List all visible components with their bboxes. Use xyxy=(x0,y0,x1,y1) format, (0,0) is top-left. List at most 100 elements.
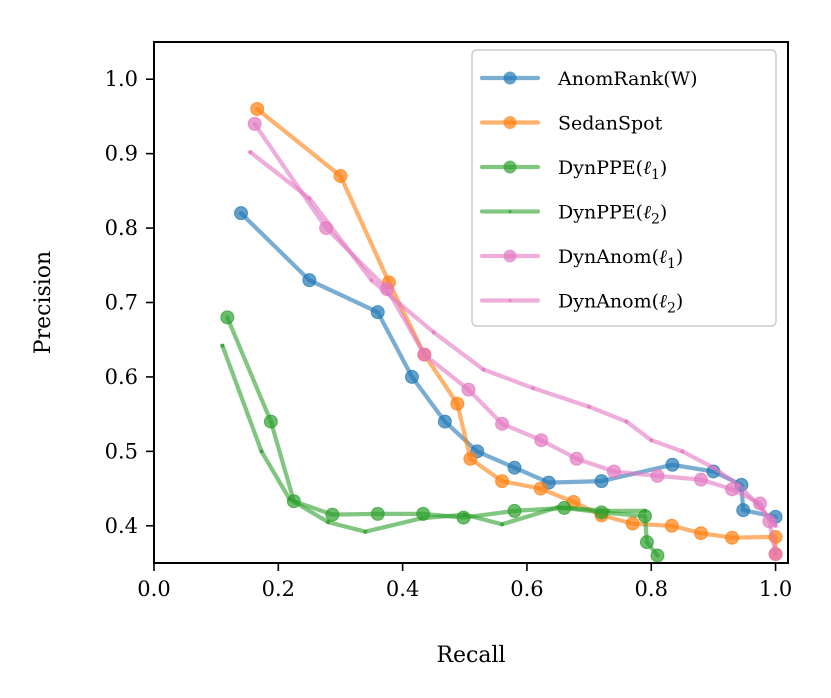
legend-label: DynPPE(ℓ1) xyxy=(558,157,667,183)
x-axis-title: Recall xyxy=(436,643,505,668)
data-point xyxy=(259,449,264,454)
x-tick-label: 0.4 xyxy=(386,577,419,601)
data-point xyxy=(370,305,385,320)
y-axis-ticks: 0.4 0.5 0.6 0.7 0.8 0.9 1.0 xyxy=(105,67,154,538)
y-tick-label: 0.7 xyxy=(105,291,138,315)
data-point xyxy=(650,548,665,563)
data-point xyxy=(664,518,679,533)
data-point xyxy=(606,464,621,479)
data-point xyxy=(263,414,278,429)
data-point xyxy=(533,481,548,496)
data-point xyxy=(431,330,436,335)
legend-label: DynAnom(ℓ2) xyxy=(558,291,683,317)
data-point xyxy=(419,516,424,521)
data-point xyxy=(495,474,510,489)
data-point xyxy=(534,433,549,448)
legend-item: DynAnom(ℓ1) xyxy=(479,246,683,272)
y-tick-label: 0.5 xyxy=(105,439,138,463)
legend-label: DynPPE(ℓ2) xyxy=(558,202,667,228)
legend-label: DynAnom(ℓ1) xyxy=(558,246,683,272)
data-point xyxy=(693,526,708,541)
series-layer xyxy=(220,101,783,563)
data-point xyxy=(333,168,348,183)
data-point xyxy=(234,206,249,221)
x-axis-ticks: 0.0 0.2 0.4 0.6 0.8 1.0 xyxy=(137,563,792,601)
x-tick-label: 0.2 xyxy=(262,577,295,601)
data-point xyxy=(307,196,312,201)
data-point xyxy=(736,482,741,487)
x-tick-label: 0.0 xyxy=(137,577,170,601)
series-4 xyxy=(220,343,648,534)
data-point xyxy=(437,414,452,429)
y-tick-label: 0.9 xyxy=(105,142,138,166)
data-point xyxy=(450,396,465,411)
legend-swatch-marker xyxy=(508,298,512,303)
data-point xyxy=(639,535,654,550)
data-point xyxy=(569,451,584,466)
legend-label: AnomRank(W) xyxy=(557,68,698,90)
data-point xyxy=(665,457,680,472)
data-point xyxy=(642,508,648,513)
data-point xyxy=(370,506,385,521)
data-point xyxy=(461,382,476,397)
data-point xyxy=(586,404,592,409)
data-point xyxy=(680,449,685,454)
data-point xyxy=(594,474,609,489)
data-point xyxy=(369,278,374,283)
legend-swatch-marker xyxy=(503,160,517,174)
data-point xyxy=(693,472,708,487)
legend-item: AnomRank(W) xyxy=(479,68,698,90)
data-point xyxy=(247,116,262,131)
y-tick-label: 1.0 xyxy=(105,67,138,91)
data-point xyxy=(605,508,610,513)
x-tick-label: 1.0 xyxy=(759,577,792,601)
data-point xyxy=(531,385,536,391)
data-point xyxy=(624,419,629,424)
data-point xyxy=(325,519,331,525)
data-point xyxy=(463,451,478,466)
data-point xyxy=(248,150,253,155)
data-point xyxy=(555,505,561,510)
y-axis-title: Precision xyxy=(31,251,56,354)
data-point xyxy=(417,347,432,362)
data-point xyxy=(220,310,235,325)
legend-box xyxy=(471,49,777,327)
data-point xyxy=(220,343,225,348)
series-6 xyxy=(248,150,778,528)
legend-item: DynPPE(ℓ1) xyxy=(479,157,667,183)
data-point xyxy=(499,522,505,527)
data-point xyxy=(302,273,317,288)
legend: AnomRank(W) SedanSpot DynPPE(ℓ1) DynPPE(ℓ2)… xyxy=(471,49,777,327)
data-point xyxy=(768,547,783,562)
data-point xyxy=(507,460,522,475)
data-point xyxy=(481,367,486,372)
data-point xyxy=(495,416,510,431)
legend-swatch-marker xyxy=(503,249,517,263)
data-point xyxy=(404,369,419,384)
x-tick-label: 0.6 xyxy=(510,577,543,601)
data-point xyxy=(287,496,292,502)
legend-item: DynAnom(ℓ2) xyxy=(479,291,683,317)
data-point xyxy=(363,529,368,534)
data-point xyxy=(625,516,640,531)
data-point xyxy=(650,468,665,483)
data-point xyxy=(773,523,778,528)
data-point xyxy=(649,438,654,443)
legend-label: SedanSpot xyxy=(558,113,663,135)
y-tick-label: 0.4 xyxy=(105,514,138,538)
legend-swatch-marker xyxy=(503,116,517,129)
data-point xyxy=(507,503,522,518)
data-point xyxy=(736,503,751,518)
plot-series xyxy=(220,101,783,563)
data-point xyxy=(711,465,716,470)
series-line xyxy=(248,150,778,528)
y-tick-label: 0.8 xyxy=(105,216,138,240)
data-point xyxy=(754,501,760,506)
data-point xyxy=(250,101,265,116)
data-point xyxy=(462,512,467,517)
y-tick-label: 0.6 xyxy=(105,365,138,389)
legend-item: DynPPE(ℓ2) xyxy=(479,202,667,228)
legend-swatch-marker xyxy=(508,209,512,214)
data-point xyxy=(725,530,740,545)
